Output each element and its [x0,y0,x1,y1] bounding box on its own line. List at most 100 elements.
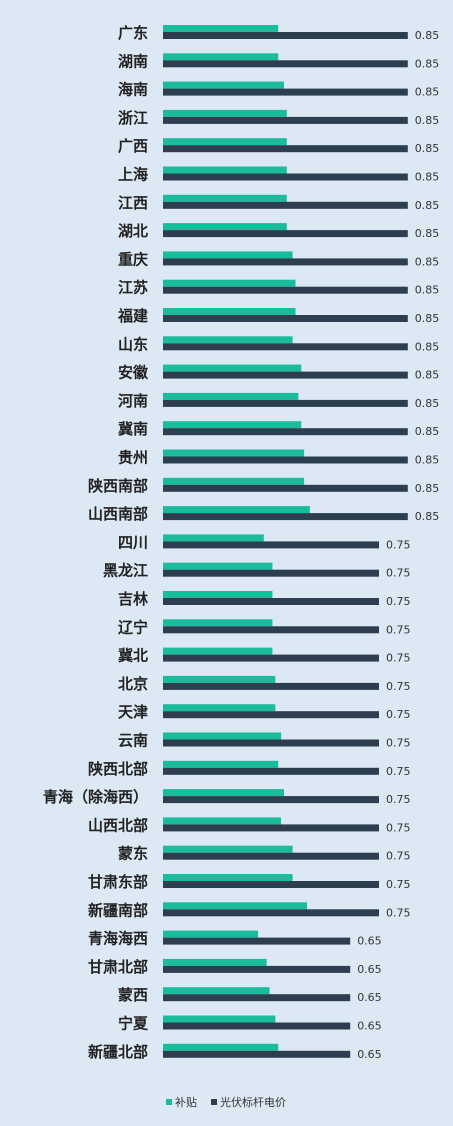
bar-subsidy [163,675,276,683]
bar-subsidy [163,732,282,740]
value-label: 0.85 [415,171,440,184]
bar-subsidy [163,336,293,344]
bar-subsidy [163,109,287,117]
bar-subsidy [163,251,293,259]
bar-benchmark-price [163,569,379,577]
category-label: 江苏 [118,279,148,297]
value-label: 0.75 [386,538,411,551]
bar-benchmark-price [163,796,379,804]
bar-benchmark-price [163,484,408,492]
bars-layer [163,25,408,1058]
category-label: 上海 [118,166,148,184]
bar-benchmark-price [163,767,379,775]
bar-subsidy [163,817,282,825]
value-label: 0.85 [415,86,440,99]
bar-benchmark-price [163,230,408,238]
category-label: 天津 [118,703,148,721]
category-label: 福建 [117,307,149,325]
category-label: 海南 [118,81,148,99]
category-label: 湖北 [118,222,148,240]
value-label: 0.75 [386,595,411,608]
legend-swatch-subsidy [166,1099,172,1105]
bar-subsidy [163,1015,276,1023]
category-label: 青海（除海西） [43,788,148,806]
category-label: 陕西北部 [88,760,148,778]
legend-label-benchmark-price: 光伏标杆电价 [220,1095,286,1109]
category-label: 山西北部 [88,816,148,834]
value-label: 0.85 [415,510,440,523]
category-label: 广西 [118,137,148,155]
bar-subsidy [163,902,307,910]
bar-subsidy [163,364,302,372]
category-label: 安徽 [118,364,149,382]
labels-layer: 广东 0.85 湖南 0.85 海南 0.85 浙江 0.85 广西 0.85 上海 0.85 江西 0.… [43,24,439,1061]
value-label: 0.85 [415,227,440,240]
bar-subsidy [163,223,287,231]
value-label: 0.85 [415,255,440,268]
bar-subsidy [163,279,296,287]
category-label: 蒙西 [118,986,148,1004]
bar-benchmark-price [163,286,408,294]
category-label: 贵州 [118,449,148,467]
bar-benchmark-price [163,937,351,945]
legend-label-subsidy: 补贴 [175,1095,197,1109]
bar-benchmark-price [163,145,408,153]
value-label: 0.85 [415,340,440,353]
value-label: 0.75 [386,567,411,580]
value-label: 0.65 [357,991,382,1004]
bar-benchmark-price [163,88,408,96]
bar-subsidy [163,1043,279,1051]
bar-benchmark-price [163,371,408,379]
bar-subsidy [163,591,273,598]
value-label: 0.75 [386,850,411,863]
bar-subsidy [163,421,302,429]
value-label: 0.85 [415,114,440,127]
category-label: 辽宁 [118,618,148,636]
category-label: 河南 [118,392,148,410]
value-label: 0.65 [357,1020,382,1033]
category-label: 山西南部 [88,505,148,523]
bar-subsidy [163,760,279,768]
bar-benchmark-price [163,428,408,436]
bar-benchmark-price [163,965,351,973]
bar-benchmark-price [163,60,408,68]
category-label: 浙江 [118,109,148,127]
bar-benchmark-price [163,654,379,662]
bar-subsidy [163,392,299,400]
value-label: 0.75 [386,737,411,750]
value-label: 0.85 [415,284,440,297]
category-label: 四川 [118,533,148,551]
category-label: 新疆南部 [88,901,148,919]
category-label: 甘肃东部 [88,873,148,891]
legend: 补贴 光伏标杆电价 [166,1095,286,1109]
category-label: 黑龙江 [103,562,148,580]
bar-benchmark-price [163,909,379,917]
bar-subsidy [163,166,287,174]
bar-benchmark-price [163,513,408,521]
value-label: 0.75 [386,708,411,721]
value-label: 0.85 [415,425,440,438]
bar-subsidy [163,874,293,881]
bar-benchmark-price [163,598,379,605]
value-label: 0.75 [386,765,411,778]
value-label: 0.65 [357,963,382,976]
category-label: 甘肃北部 [88,958,148,976]
category-label: 吉林 [118,590,149,608]
category-label: 湖南 [118,52,148,70]
bar-benchmark-price [163,116,408,124]
category-label: 广东 [118,24,148,42]
bar-subsidy [163,81,284,89]
bar-subsidy [163,704,276,712]
bar-benchmark-price [163,456,408,464]
value-label: 0.75 [386,652,411,665]
value-label: 0.75 [386,680,411,693]
bar-benchmark-price [163,994,351,1002]
bar-benchmark-price [163,541,379,549]
category-label: 山东 [118,335,148,353]
bar-subsidy [163,308,296,315]
value-label: 0.85 [415,29,440,42]
bar-benchmark-price [163,852,379,860]
value-label: 0.85 [415,57,440,70]
bar-subsidy [163,194,287,202]
